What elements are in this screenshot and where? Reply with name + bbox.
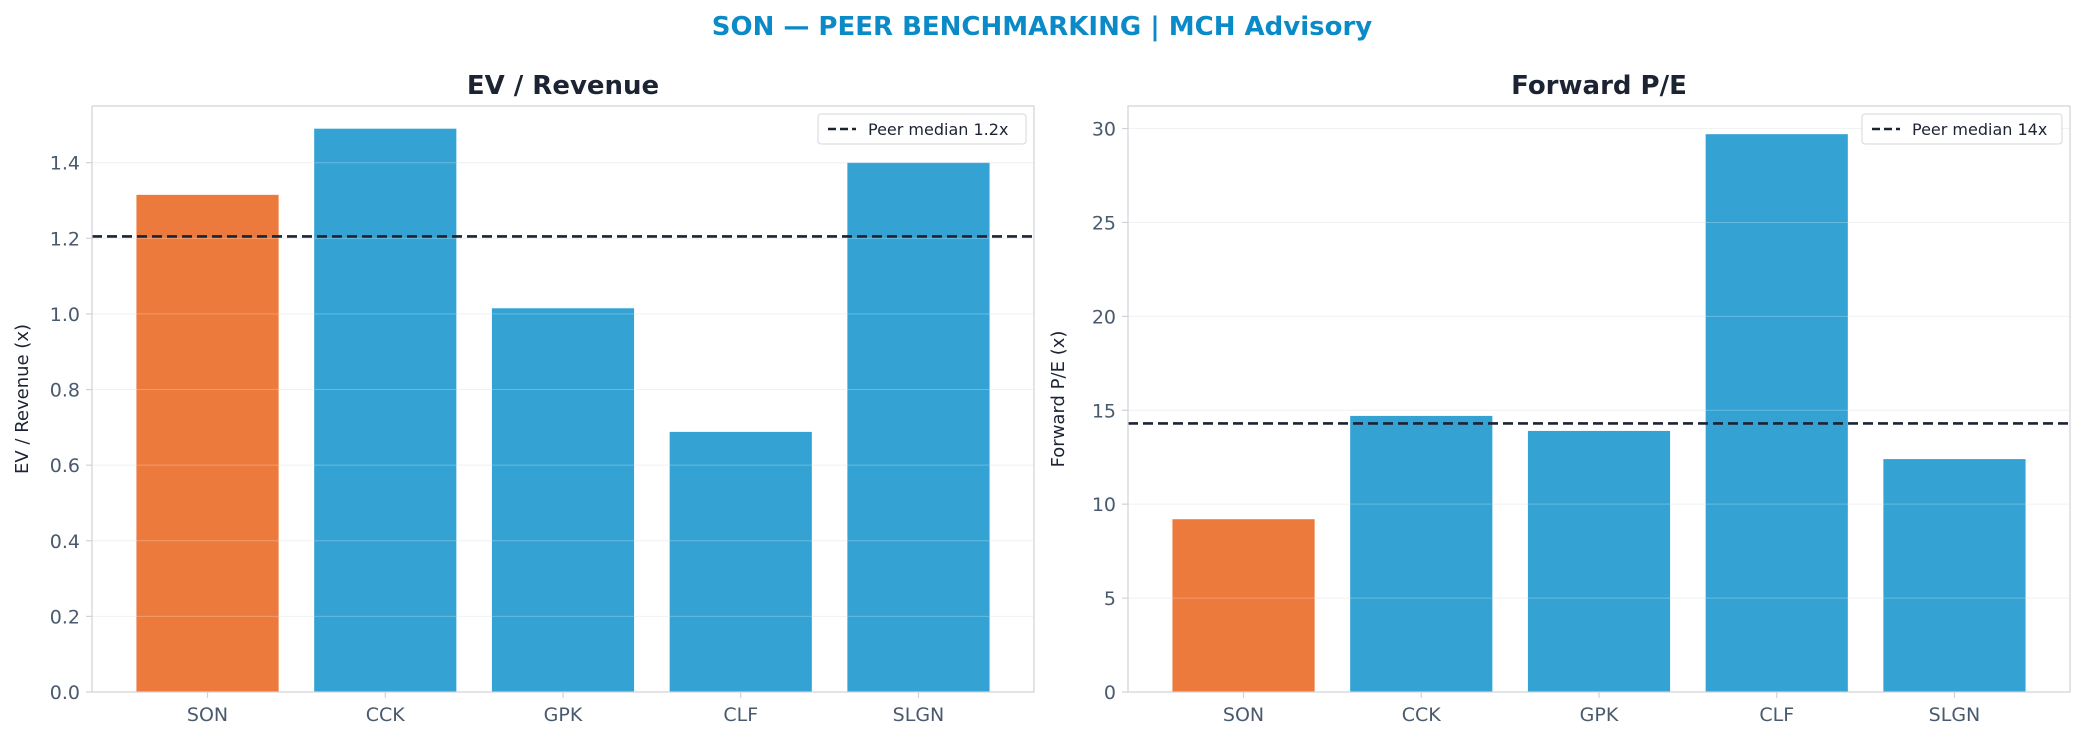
y-axis-label: EV / Revenue (x) <box>12 324 33 474</box>
legend-label: Peer median 1.2x <box>868 120 1008 139</box>
y-tick-label: 1.0 <box>50 304 80 326</box>
y-tick-label: 1.4 <box>50 153 80 175</box>
legend: Peer median 1.2x <box>817 113 1027 145</box>
x-tick-label: SLGN <box>893 704 945 726</box>
y-tick-label: 15 <box>1092 400 1116 422</box>
x-tick-label: CCK <box>366 704 406 726</box>
legend-box <box>1861 113 2063 145</box>
legend: Peer median 14x <box>1861 113 2063 145</box>
x-tick-label: SON <box>187 704 228 726</box>
y-tick-label: 0.6 <box>50 455 80 477</box>
legend-box <box>817 113 1027 145</box>
plot-frame <box>1127 105 2071 693</box>
x-tick-label: SLGN <box>1929 704 1981 726</box>
x-tick-label: SON <box>1223 704 1264 726</box>
legend-label: Peer median 14x <box>1912 120 2047 139</box>
bar-gpk <box>1527 430 1671 692</box>
chart-title: Forward P/E <box>1511 71 1687 101</box>
y-tick-label: 20 <box>1092 306 1116 328</box>
y-tick-label: 0.8 <box>50 380 80 402</box>
bar-son <box>136 194 279 692</box>
bar-clf <box>669 431 812 692</box>
y-axis-label: Forward P/E (x) <box>1048 331 1069 468</box>
chart-forward-pe: SON CCK GPK CLF SLGN 0 5 10 15 20 25 30 Forward P/E … <box>1048 71 2071 726</box>
bar-slgn <box>1883 459 2026 692</box>
y-tick-label: 5 <box>1104 588 1116 610</box>
y-tick-label: 1.2 <box>50 228 80 250</box>
bar-cck <box>1350 415 1493 692</box>
y-tick-label: 25 <box>1092 212 1116 234</box>
chart-ev-revenue: SON CCK GPK CLF SLGN 0.0 0.2 0.4 0.6 0.8 1.0 1.2 1.4… <box>12 71 1035 726</box>
x-tick-label: CLF <box>723 704 758 726</box>
y-tick-label: 10 <box>1092 494 1116 516</box>
y-tick-label: 0 <box>1104 682 1116 704</box>
bar-slgn <box>847 162 990 693</box>
x-tick-label: GPK <box>1580 704 1619 726</box>
bar-son <box>1172 519 1315 692</box>
x-tick-label: GPK <box>544 704 583 726</box>
chart-title: EV / Revenue <box>467 71 659 101</box>
x-tick-label: CLF <box>1759 704 1794 726</box>
y-tick-label: 0.0 <box>50 682 80 704</box>
y-tick-label: 30 <box>1092 119 1116 141</box>
plot-frame <box>91 105 1035 693</box>
y-tick-label: 0.4 <box>50 531 80 553</box>
x-tick-label: CCK <box>1402 704 1442 726</box>
bar-gpk <box>491 308 635 692</box>
bar-clf <box>1705 134 1848 692</box>
figure-title: SON — PEER BENCHMARKING | MCH Advisory <box>712 12 1373 42</box>
bar-cck <box>314 128 457 693</box>
y-tick-label: 0.2 <box>50 606 80 628</box>
